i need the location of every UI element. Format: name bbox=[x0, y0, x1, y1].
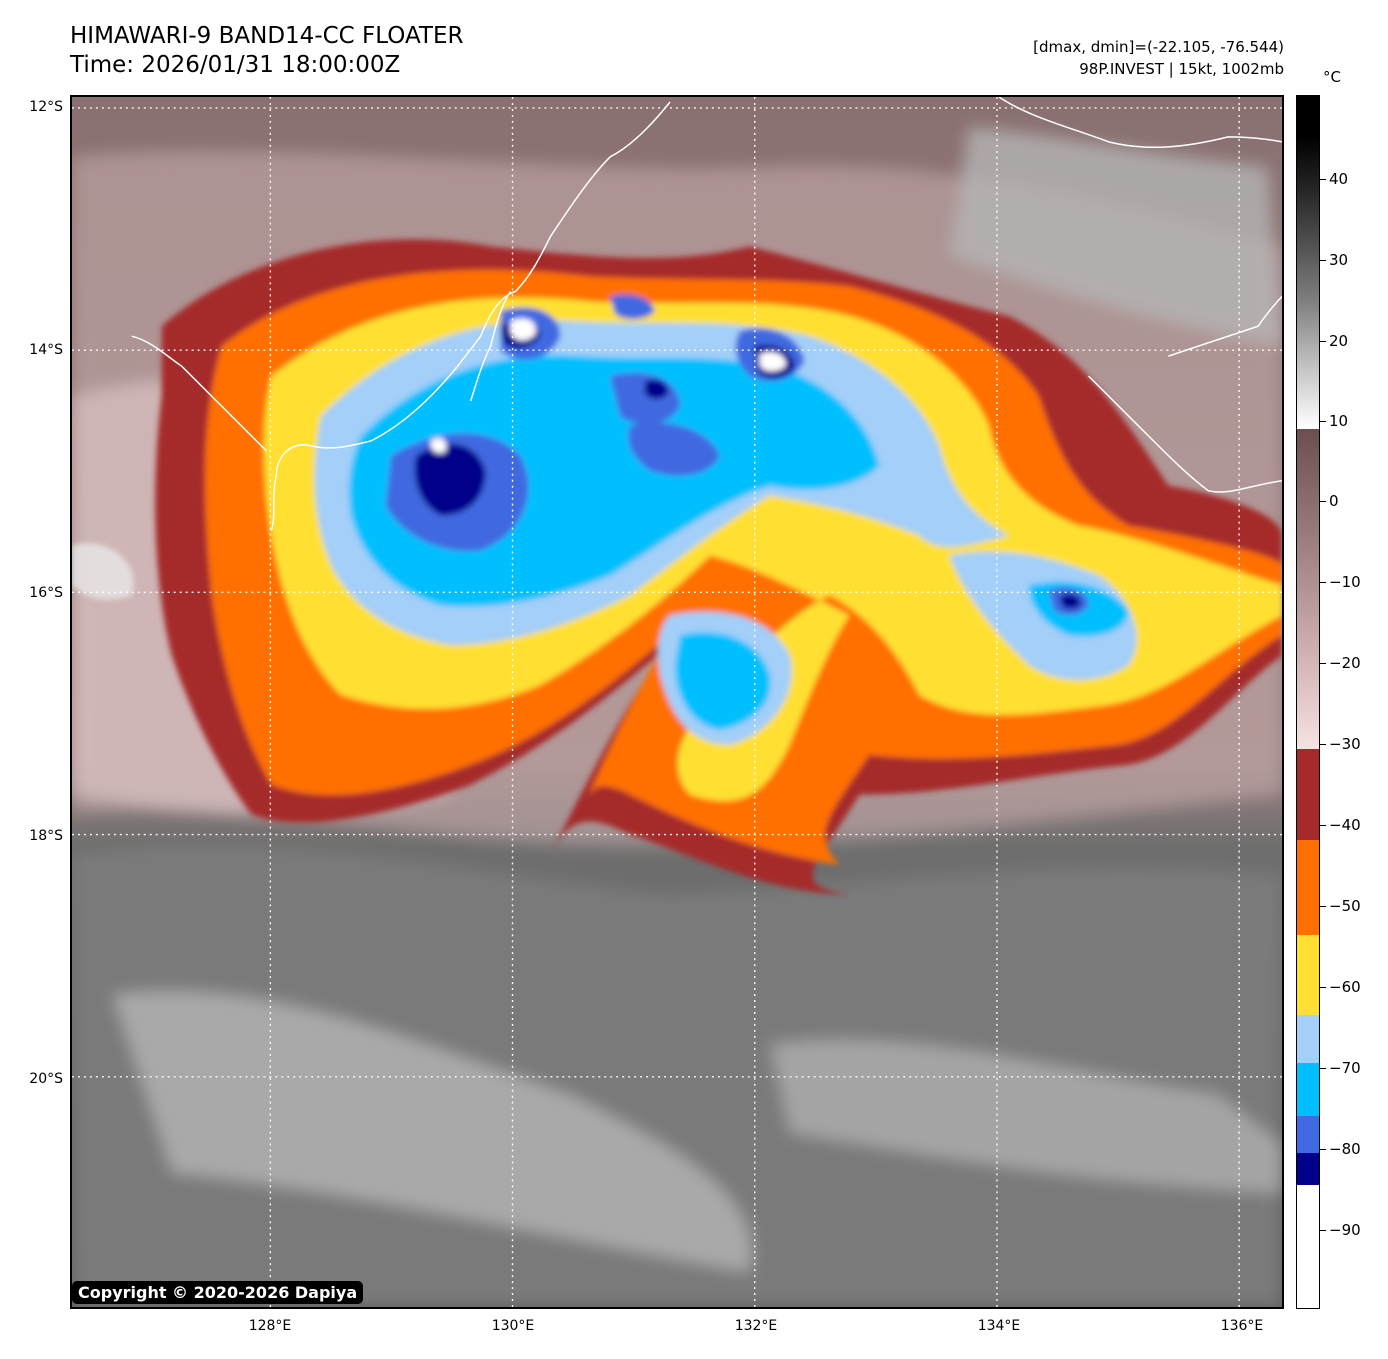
colorbar-label: 20 bbox=[1329, 332, 1349, 350]
copyright-notice: Copyright © 2020-2026 Dapiya bbox=[72, 1281, 364, 1304]
lon-label-136e: 136°E bbox=[1220, 1318, 1264, 1334]
colorbar-label: −50 bbox=[1329, 897, 1361, 915]
colorbar-label: −90 bbox=[1329, 1221, 1361, 1239]
colorbar-darkred-segment bbox=[1297, 749, 1319, 840]
colorbar-yellow-segment bbox=[1297, 935, 1319, 1015]
lat-label-12s: 12°S bbox=[29, 99, 63, 115]
colorbar-label: −70 bbox=[1329, 1059, 1361, 1077]
lon-label-134e: 134°E bbox=[977, 1318, 1021, 1334]
colorbar-blue-segment bbox=[1297, 1116, 1319, 1153]
colorbar-white-segment bbox=[1297, 1185, 1319, 1308]
colorbar-label: −80 bbox=[1329, 1140, 1361, 1158]
colorbar-orange-segment bbox=[1297, 840, 1319, 935]
colorbar-cyan-segment bbox=[1297, 1063, 1319, 1116]
colorbar-label: −20 bbox=[1329, 654, 1361, 672]
colorbar-label: −10 bbox=[1329, 573, 1361, 591]
satellite-imagery bbox=[72, 97, 1282, 1307]
colorbar-label: −30 bbox=[1329, 735, 1361, 753]
gridlines bbox=[72, 97, 1282, 1307]
dmax-dmin-readout: [dmax, dmin]=(-22.105, -76.544) bbox=[1033, 38, 1284, 56]
coastline bbox=[131, 97, 1282, 531]
lat-label-20s: 20°S bbox=[29, 1071, 63, 1087]
lon-label-132e: 132°E bbox=[734, 1318, 778, 1334]
colorbar-label: −60 bbox=[1329, 978, 1361, 996]
colorbar-unit: °C bbox=[1323, 68, 1341, 86]
colorbar-warm-segment bbox=[1297, 429, 1319, 749]
colorbar-navy-segment bbox=[1297, 1153, 1319, 1185]
satellite-map bbox=[70, 95, 1284, 1309]
storm-info-readout: 98P.INVEST | 15kt, 1002mb bbox=[1079, 60, 1284, 78]
colorbar-label: 0 bbox=[1329, 492, 1339, 510]
lat-label-18s: 18°S bbox=[29, 828, 63, 844]
colorbar-label: 10 bbox=[1329, 412, 1349, 430]
lat-label-14s: 14°S bbox=[29, 342, 63, 358]
colorbar-label: 30 bbox=[1329, 251, 1349, 269]
lon-label-130e: 130°E bbox=[491, 1318, 535, 1334]
chart-title: HIMAWARI-9 BAND14-CC FLOATER bbox=[70, 23, 464, 49]
timestamp-title: Time: 2026/01/31 18:00:00Z bbox=[70, 52, 401, 78]
lon-label-128e: 128°E bbox=[248, 1318, 292, 1334]
lat-label-16s: 16°S bbox=[29, 585, 63, 601]
colorbar-label: −40 bbox=[1329, 816, 1361, 834]
colorbar-gray-segment bbox=[1297, 96, 1319, 429]
colorbar-lightblue-segment bbox=[1297, 1015, 1319, 1063]
colorbar bbox=[1296, 95, 1320, 1309]
colorbar-label: 40 bbox=[1329, 170, 1349, 188]
